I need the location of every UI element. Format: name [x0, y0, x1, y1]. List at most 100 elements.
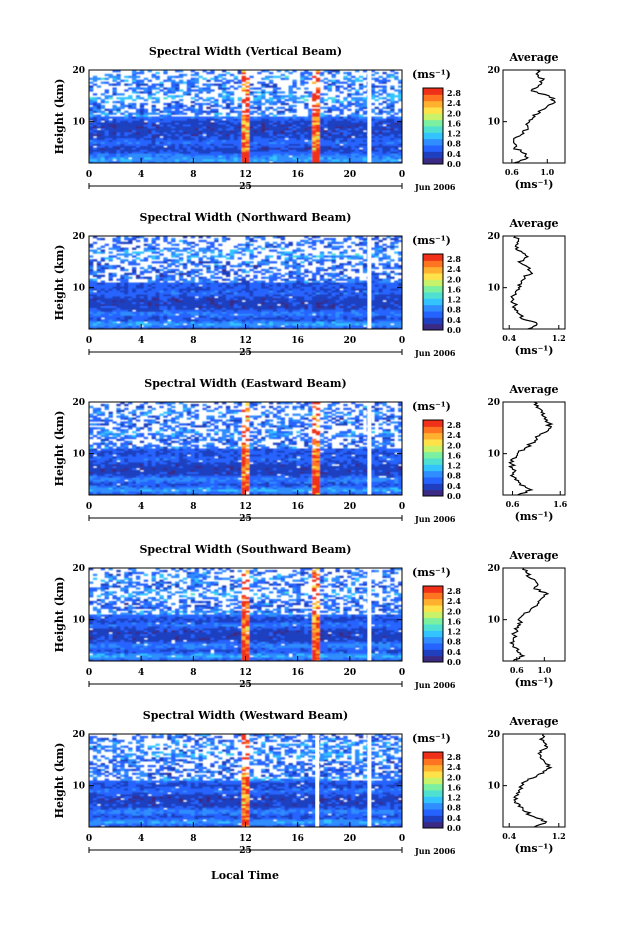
heatmap-cell: [327, 327, 332, 330]
heatmap-cell: [249, 309, 254, 312]
heatmap-cell: [386, 309, 391, 312]
heatmap-cell: [315, 135, 321, 139]
heatmap-cell: [96, 151, 102, 154]
heatmap-cell: [351, 278, 356, 281]
heatmap-cell: [339, 85, 344, 88]
heatmap-cell: [304, 75, 309, 79]
colorbar-tick-label: 0.8: [447, 139, 461, 149]
heatmap-cell: [382, 303, 387, 307]
heatmap-cell: [206, 278, 211, 281]
heatmap-cell: [214, 317, 219, 320]
heatmap-cell: [198, 104, 203, 108]
heatmap-cell: [120, 133, 125, 137]
heatmap-cell: [265, 101, 270, 104]
heatmap-cell: [155, 151, 160, 154]
heatmap-cell: [245, 311, 250, 314]
heatmap-cell: [323, 77, 329, 80]
heatmap-cell: [331, 272, 336, 276]
heatmap-cell: [253, 286, 258, 289]
heatmap-cell: [347, 118, 352, 121]
heatmap-cell: [257, 149, 262, 152]
heatmap-cell: [151, 137, 156, 141]
heatmap-cell: [253, 305, 258, 308]
heatmap-cell: [288, 149, 293, 152]
heatmap-cell: [206, 106, 211, 110]
heatmap-cell: [315, 290, 321, 293]
heatmap-cell: [292, 305, 297, 308]
heatmap-cell: [315, 149, 321, 152]
heatmap-cell: [214, 153, 219, 156]
heatmap-cell: [390, 157, 395, 160]
heatmap-cell: [323, 135, 329, 139]
heatmap-cell: [245, 321, 250, 324]
heatmap-cell: [245, 309, 250, 312]
heatmap-cell: [265, 70, 270, 73]
heatmap-cell: [315, 272, 321, 276]
heatmap-cell: [139, 139, 145, 142]
heatmap-cell: [159, 153, 164, 156]
heatmap-cell: [398, 97, 403, 100]
heatmap-cell: [241, 280, 246, 283]
heatmap-cell: [155, 97, 160, 100]
heatmap-cell: [276, 313, 282, 316]
heatmap-cell: [186, 128, 192, 131]
heatmap-cell: [159, 303, 164, 307]
heatmap-cell: [249, 292, 254, 295]
heatmap-cell: [284, 286, 289, 289]
heatmap-cell: [319, 327, 325, 330]
heatmap-cell: [218, 284, 223, 287]
heatmap-cell: [237, 159, 242, 162]
heatmap-cell: [171, 317, 176, 320]
heatmap-cell: [257, 157, 262, 160]
heatmap-cell: [343, 323, 348, 326]
heatmap-cell: [225, 145, 231, 148]
heatmap-cell: [178, 161, 184, 164]
heatmap-cell: [335, 141, 340, 144]
heatmap-cell: [182, 278, 188, 281]
heatmap-cell: [272, 274, 278, 277]
heatmap-cell: [268, 135, 274, 139]
heatmap-cell: [206, 118, 211, 121]
heatmap-cell: [171, 299, 176, 303]
heatmap-cell: [245, 124, 250, 127]
heatmap-cell: [323, 70, 329, 73]
heatmap-cell: [96, 294, 102, 297]
heatmap-cell: [237, 288, 242, 291]
heatmap-cell: [225, 311, 231, 314]
heatmap-cell: [120, 79, 125, 82]
heatmap-cell: [186, 85, 192, 88]
heatmap-cell: [124, 323, 129, 326]
heatmap-cell: [390, 151, 395, 154]
heatmap-cell: [268, 276, 274, 279]
heatmap-cell: [214, 161, 219, 164]
heatmap-cell: [100, 141, 106, 144]
heatmap-cell: [335, 294, 340, 297]
heatmap-cell: [276, 97, 282, 100]
heatmap-cell: [386, 126, 391, 129]
heatmap-cell: [163, 132, 168, 135]
heatmap-cell: [280, 147, 286, 150]
heatmap-cell: [284, 122, 289, 125]
heatmap-cell: [108, 303, 113, 307]
heatmap-cell: [190, 284, 196, 287]
heatmap-cell: [331, 303, 336, 307]
heatmap-cell: [89, 307, 94, 310]
heatmap-cell: [343, 286, 348, 289]
heatmap-cell: [194, 305, 199, 308]
heatmap-cell: [398, 143, 403, 146]
heatmap-cell: [300, 128, 305, 131]
heatmap-cell: [143, 325, 149, 328]
heatmap-cell: [135, 135, 141, 139]
heatmap-cell: [147, 303, 152, 307]
heatmap-cell: [312, 280, 317, 283]
heatmap-cell: [151, 311, 156, 314]
heatmap-cell: [89, 305, 94, 308]
heatmap-cell: [370, 128, 376, 131]
heatmap-cell: [355, 149, 360, 152]
heatmap-cell: [104, 128, 109, 131]
heatmap-cell: [272, 139, 278, 142]
heatmap-cell: [120, 284, 125, 287]
heatmap-cell: [190, 81, 196, 84]
heatmap-cell: [132, 139, 137, 142]
heatmap-cell: [190, 307, 196, 310]
